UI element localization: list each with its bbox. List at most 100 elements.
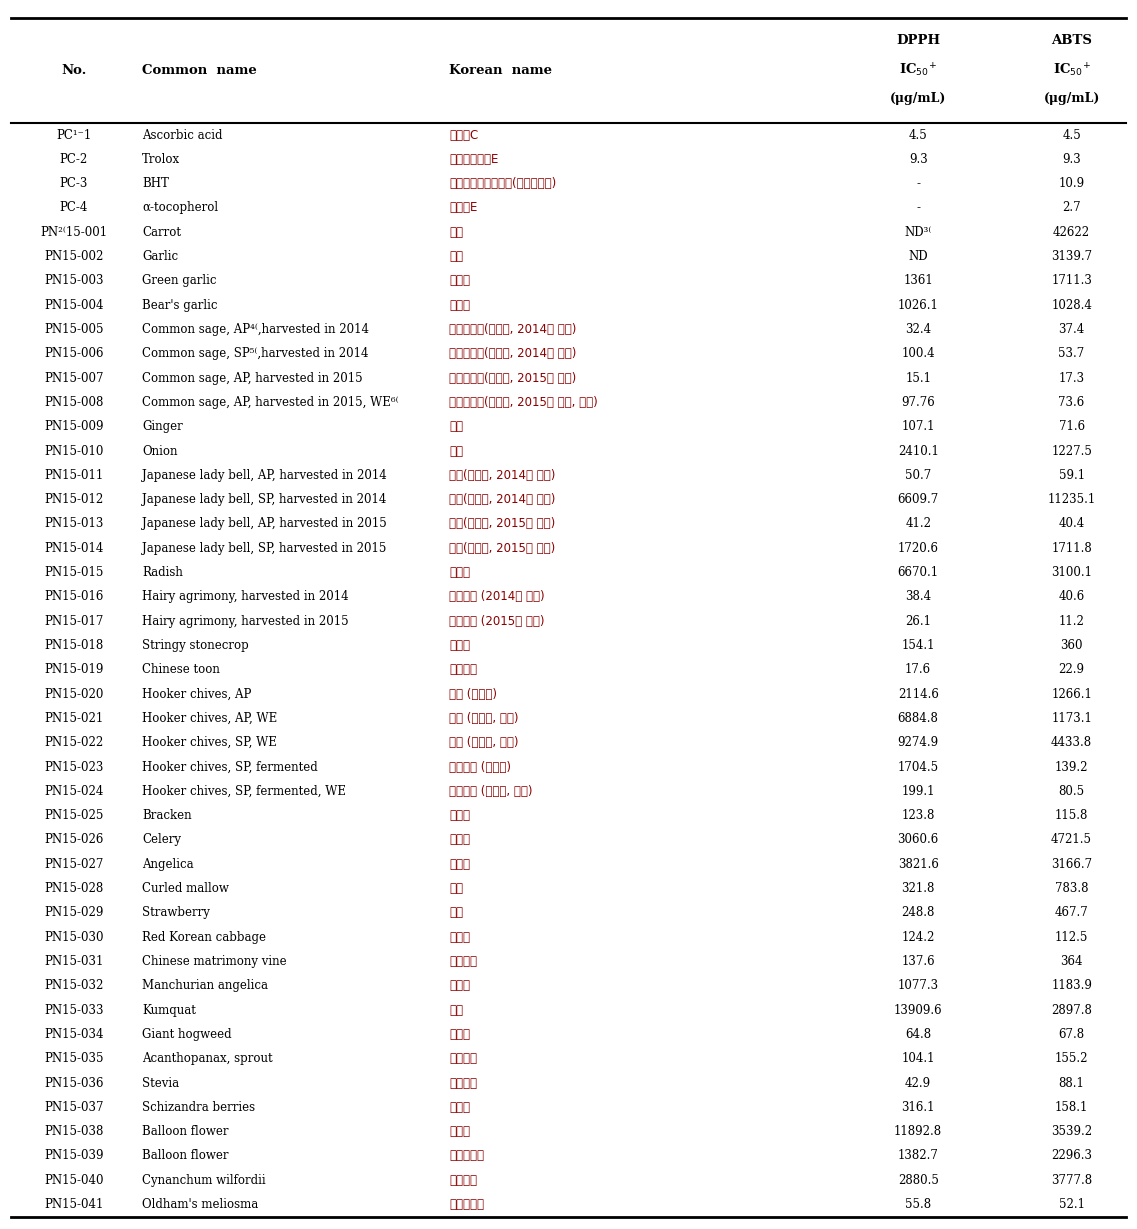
Text: 6609.7: 6609.7 — [897, 493, 939, 506]
Text: 2.7: 2.7 — [1062, 202, 1081, 215]
Text: 잌대(지상부, 2014년 수확): 잌대(지상부, 2014년 수확) — [449, 468, 556, 482]
Text: 홍쌌추: 홍쌌추 — [449, 930, 470, 944]
Text: 4721.5: 4721.5 — [1051, 833, 1093, 847]
Text: 도라지: 도라지 — [449, 1125, 470, 1138]
Text: 아욱: 아욱 — [449, 882, 463, 895]
Text: 67.8: 67.8 — [1059, 1027, 1085, 1041]
Text: 155.2: 155.2 — [1055, 1052, 1088, 1066]
Text: α-tocopherol: α-tocopherol — [142, 202, 218, 215]
Text: 17.3: 17.3 — [1059, 371, 1085, 385]
Text: 풀마늘: 풀마늘 — [449, 274, 470, 288]
Text: 삼치 (지하부, 열수): 삼치 (지하부, 열수) — [449, 736, 518, 750]
Text: 3166.7: 3166.7 — [1051, 858, 1093, 871]
Text: 딸기: 딸기 — [449, 906, 463, 919]
Text: 11892.8: 11892.8 — [894, 1125, 943, 1138]
Text: 오미자: 오미자 — [449, 1101, 470, 1113]
Text: 139.2: 139.2 — [1055, 761, 1088, 773]
Text: 부틸히드록시톨루엘(산화방지제): 부틸히드록시톨루엘(산화방지제) — [449, 177, 556, 190]
Text: Angelica: Angelica — [142, 858, 193, 871]
Text: 783.8: 783.8 — [1055, 882, 1088, 895]
Text: 배암차즈기(지상부, 2015년 수확, 열수): 배암차즈기(지상부, 2015년 수확, 열수) — [449, 396, 598, 409]
Text: 돌나물: 돌나물 — [449, 639, 470, 653]
Text: 참죽나무: 참죽나무 — [449, 664, 478, 676]
Text: PN15-015: PN15-015 — [44, 567, 103, 579]
Text: PN15-032: PN15-032 — [44, 980, 103, 992]
Text: PN15-031: PN15-031 — [44, 955, 103, 968]
Text: PC-4: PC-4 — [60, 202, 88, 215]
Text: Japanese lady bell, SP, harvested in 2015: Japanese lady bell, SP, harvested in 201… — [142, 542, 387, 554]
Text: 38.4: 38.4 — [905, 590, 931, 603]
Text: 3777.8: 3777.8 — [1051, 1174, 1093, 1187]
Text: ND³⁽: ND³⁽ — [904, 226, 932, 238]
Text: 2296.3: 2296.3 — [1051, 1149, 1093, 1163]
Text: 22.9: 22.9 — [1059, 664, 1085, 676]
Text: Manchurian angelica: Manchurian angelica — [142, 980, 268, 992]
Text: PN15-009: PN15-009 — [44, 420, 103, 434]
Text: Ascorbic acid: Ascorbic acid — [142, 129, 223, 141]
Text: Green garlic: Green garlic — [142, 274, 217, 288]
Text: BHT: BHT — [142, 177, 169, 190]
Text: Stevia: Stevia — [142, 1077, 180, 1090]
Text: 73.6: 73.6 — [1059, 396, 1085, 409]
Text: Common sage, SP⁵⁽,harvested in 2014: Common sage, SP⁵⁽,harvested in 2014 — [142, 348, 368, 360]
Text: 잌대(지하부, 2014년 수확): 잌대(지하부, 2014년 수확) — [449, 493, 556, 506]
Text: Kumquat: Kumquat — [142, 1004, 196, 1016]
Text: 어수리: 어수리 — [449, 1027, 470, 1041]
Text: 59.1: 59.1 — [1059, 468, 1085, 482]
Text: Hooker chives, SP, fermented, WE: Hooker chives, SP, fermented, WE — [142, 785, 346, 798]
Text: 발효삼치 (지하부): 발효삼치 (지하부) — [449, 761, 512, 773]
Text: Hooker chives, AP, WE: Hooker chives, AP, WE — [142, 712, 277, 725]
Text: Ginger: Ginger — [142, 420, 183, 434]
Text: PN²⁽15-001: PN²⁽15-001 — [40, 226, 108, 238]
Text: 고사리: 고사리 — [449, 809, 470, 822]
Text: 124.2: 124.2 — [902, 930, 935, 944]
Text: 123.8: 123.8 — [902, 809, 935, 822]
Text: Acanthopanax, sprout: Acanthopanax, sprout — [142, 1052, 273, 1066]
Text: Giant hogweed: Giant hogweed — [142, 1027, 232, 1041]
Text: 42622: 42622 — [1053, 226, 1090, 238]
Text: Common sage, AP, harvested in 2015: Common sage, AP, harvested in 2015 — [142, 371, 363, 385]
Text: PN15-010: PN15-010 — [44, 445, 103, 457]
Text: Oldham's meliosma: Oldham's meliosma — [142, 1198, 258, 1211]
Text: (μg/mL): (μg/mL) — [890, 92, 946, 104]
Text: PN15-039: PN15-039 — [44, 1149, 103, 1163]
Text: Common  name: Common name — [142, 64, 257, 76]
Text: 53.7: 53.7 — [1059, 348, 1085, 360]
Text: No.: No. — [61, 64, 86, 76]
Text: 발효삼치 (지하부, 열수): 발효삼치 (지하부, 열수) — [449, 785, 532, 798]
Text: PN15-029: PN15-029 — [44, 906, 103, 919]
Text: 64.8: 64.8 — [905, 1027, 931, 1041]
Text: Hooker chives, AP: Hooker chives, AP — [142, 687, 251, 701]
Text: 비타미E: 비타미E — [449, 202, 478, 215]
Text: Hooker chives, SP, fermented: Hooker chives, SP, fermented — [142, 761, 318, 773]
Text: 장생도라지: 장생도라지 — [449, 1149, 484, 1163]
Text: Stringy stonecrop: Stringy stonecrop — [142, 639, 249, 653]
Text: 4433.8: 4433.8 — [1051, 736, 1093, 750]
Text: Hairy agrimony, harvested in 2014: Hairy agrimony, harvested in 2014 — [142, 590, 349, 603]
Text: Red Korean cabbage: Red Korean cabbage — [142, 930, 266, 944]
Text: PN15-005: PN15-005 — [44, 323, 103, 336]
Text: 딤두름: 딤두름 — [449, 980, 470, 992]
Text: 11.2: 11.2 — [1059, 614, 1085, 628]
Text: 40.6: 40.6 — [1059, 590, 1085, 603]
Text: Japanese lady bell, AP, harvested in 2014: Japanese lady bell, AP, harvested in 201… — [142, 468, 387, 482]
Text: Bear's garlic: Bear's garlic — [142, 299, 217, 312]
Text: Balloon flower: Balloon flower — [142, 1149, 229, 1163]
Text: PN15-035: PN15-035 — [44, 1052, 103, 1066]
Text: 1077.3: 1077.3 — [897, 980, 939, 992]
Text: 360: 360 — [1061, 639, 1082, 653]
Text: PN15-036: PN15-036 — [44, 1077, 103, 1090]
Text: 수용성비타미E: 수용성비타미E — [449, 152, 498, 166]
Text: 1382.7: 1382.7 — [898, 1149, 938, 1163]
Text: Schizandra berries: Schizandra berries — [142, 1101, 255, 1113]
Text: PN15-007: PN15-007 — [44, 371, 103, 385]
Text: PN15-014: PN15-014 — [44, 542, 103, 554]
Text: Chinese matrimony vine: Chinese matrimony vine — [142, 955, 287, 968]
Text: 1704.5: 1704.5 — [897, 761, 939, 773]
Text: PN15-041: PN15-041 — [44, 1198, 103, 1211]
Text: 잌대(지하부, 2015년 수확): 잌대(지하부, 2015년 수확) — [449, 542, 555, 554]
Text: 3821.6: 3821.6 — [898, 858, 938, 871]
Text: Japanese lady bell, SP, harvested in 2014: Japanese lady bell, SP, harvested in 201… — [142, 493, 387, 506]
Text: PN15-008: PN15-008 — [44, 396, 103, 409]
Text: 잌대(지상부, 2015년 수확): 잌대(지상부, 2015년 수확) — [449, 517, 555, 531]
